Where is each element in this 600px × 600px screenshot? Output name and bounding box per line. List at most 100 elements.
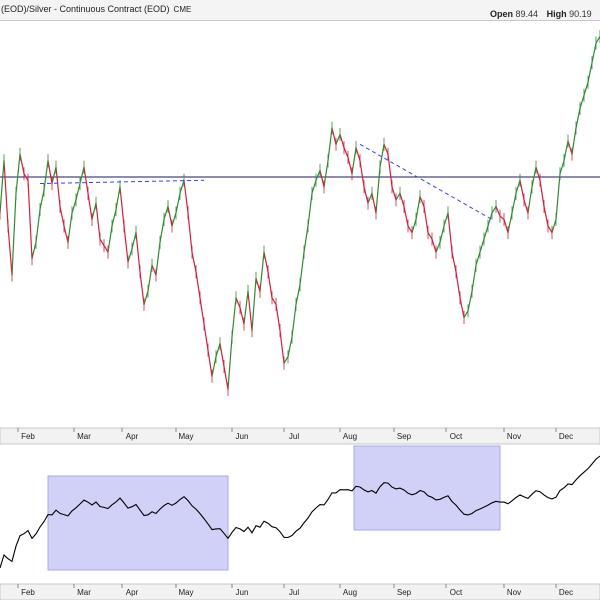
price-segment (139, 271, 145, 305)
price-segment (451, 251, 457, 273)
price-segment (255, 277, 261, 292)
price-segment (195, 271, 201, 299)
price-segment (471, 264, 477, 292)
price-segment (123, 225, 129, 263)
indicator-tick-label: Nov (507, 588, 521, 597)
price-segment (71, 199, 77, 214)
price-segment (431, 238, 437, 253)
indicator-tick-label: Mar (77, 588, 91, 597)
price-segment (159, 218, 165, 243)
price-segment (211, 356, 217, 377)
indicator-tick-label: Apr (126, 588, 139, 597)
price-segment (11, 192, 17, 276)
indicator-tick-label: Jun (236, 588, 249, 597)
price-tick-label: May (178, 432, 193, 441)
price-segment (591, 42, 597, 64)
indicator-x-axis: Feb Mar Apr May Jun Jul Aug Sep Oct Nov Dec (0, 583, 600, 600)
price-segment (279, 329, 285, 364)
price-segment (107, 225, 113, 253)
price-segment (547, 225, 553, 234)
price-segment (95, 202, 101, 240)
price-segment (291, 303, 297, 338)
price-segment (239, 307, 245, 325)
open-label: Open (490, 9, 514, 19)
price-segment (307, 192, 313, 227)
price-segment (443, 212, 449, 227)
price-segment (543, 205, 549, 227)
price-background (0, 22, 600, 428)
price-segment (579, 94, 585, 110)
indicator-tick-label: Dec (559, 588, 573, 597)
price-tick-label: Aug (343, 432, 357, 441)
indicator-axis-strip (0, 583, 600, 600)
open-value: 89.44 (515, 9, 539, 19)
price-segment (59, 205, 65, 227)
price-segment (395, 192, 401, 201)
price-segment (155, 241, 161, 276)
indicator-line (0, 455, 600, 569)
price-segment (35, 209, 41, 243)
price-segment (227, 336, 233, 390)
price-tick-label: Sep (397, 432, 412, 441)
price-segment (419, 196, 425, 207)
price-segment (267, 271, 273, 299)
price-segment (519, 179, 525, 201)
price-segment (411, 218, 417, 234)
price-segment (351, 147, 357, 175)
price-segment (571, 127, 577, 155)
indicator-tick-label: Oct (450, 588, 463, 597)
highlight-box-2 (353, 445, 501, 531)
price-segment (3, 160, 9, 227)
price-segment (511, 192, 517, 214)
indicator-tick-label: May (178, 588, 193, 597)
price-segment (0, 160, 5, 214)
price-segment (99, 238, 105, 247)
price-segment (359, 160, 365, 188)
price-segment (483, 225, 489, 240)
price-segment (79, 166, 85, 185)
price-segment (575, 107, 581, 129)
price-segment (191, 251, 197, 273)
price-x-axis: Feb Mar Apr May Jun Jul Aug Sep Oct Nov Dec (0, 427, 600, 445)
indicator-tick-label: Feb (21, 588, 35, 597)
price-segment (103, 245, 109, 253)
price-segment (367, 192, 373, 204)
price-segment (583, 81, 589, 96)
price-segment (31, 241, 37, 260)
price-tick-label: Apr (126, 432, 139, 441)
price-segment (523, 199, 529, 214)
price-segment (479, 238, 485, 253)
price-segment (515, 179, 521, 194)
price-segment (475, 251, 481, 266)
price-segment (595, 35, 600, 44)
price-segment (363, 186, 369, 204)
price-segment (243, 290, 249, 325)
price-segment (7, 225, 13, 276)
price-segment (151, 264, 157, 276)
price-segment (223, 365, 229, 390)
price-segment (215, 343, 221, 358)
price-segment (271, 297, 277, 305)
price-segment (187, 212, 193, 253)
price-segment (347, 156, 353, 175)
price-segment (447, 212, 453, 253)
indicator-tick-label: Sep (397, 588, 412, 597)
price-segment (463, 310, 469, 319)
price-axis-strip (0, 427, 600, 445)
price-segment (551, 218, 557, 234)
indicator-tick-label: Jul (289, 588, 299, 597)
price-segment (499, 215, 505, 221)
price-segment (455, 271, 461, 299)
price-segment (487, 212, 493, 227)
price-tick-label: Dec (559, 432, 573, 441)
price-segment (131, 231, 137, 250)
price-tick-label: Feb (21, 432, 35, 441)
price-segment (343, 147, 349, 158)
price-segment (387, 153, 393, 188)
price-segment (427, 231, 433, 240)
price-segment (319, 169, 325, 188)
price-segment (375, 166, 381, 214)
price-segment (203, 323, 209, 351)
